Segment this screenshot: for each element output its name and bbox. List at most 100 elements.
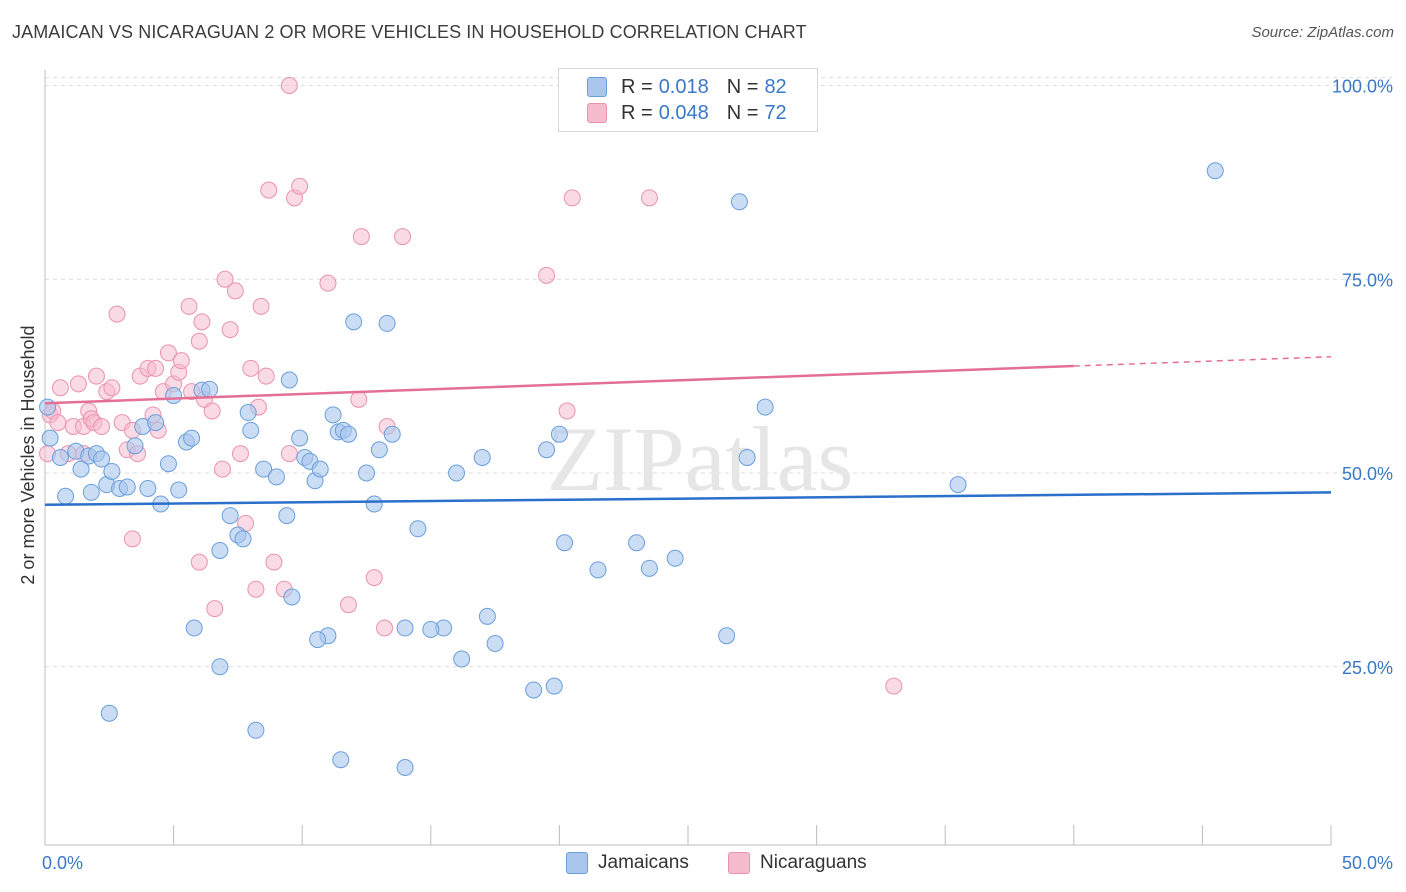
data-point-jamaicans <box>949 476 967 494</box>
data-point-jamaicans <box>159 455 177 473</box>
legend-n-label: N = <box>726 101 759 124</box>
bottom-legend-label: Nicaraguans <box>760 852 867 873</box>
data-point-jamaicans <box>57 487 75 505</box>
y-tick-label: 25.0% <box>1342 658 1393 678</box>
tick-labels: 25.0% 50.0% 75.0% 100.0% 0.0% 50.0% <box>42 77 1393 874</box>
bottom-legend-jamaicans: Jamaicans <box>566 852 689 874</box>
data-point-nicaraguans <box>352 228 370 246</box>
data-point-jamaicans <box>126 437 144 455</box>
trend-line-jamaicans <box>44 491 1332 507</box>
data-point-nicaraguans <box>319 274 337 292</box>
bottom-legend-swatch-blue <box>566 852 588 874</box>
data-point-jamaicans <box>525 681 543 699</box>
legend-n-label: N = <box>726 75 759 98</box>
data-point-jamaicans <box>383 425 401 443</box>
data-point-nicaraguans <box>563 189 581 207</box>
legend-n-value: 82 <box>764 75 787 98</box>
x-tick-label: 50.0% <box>1342 853 1393 873</box>
data-point-nicaraguans <box>206 600 224 618</box>
data-point-jamaicans <box>211 658 229 676</box>
data-point-nicaraguans <box>257 367 275 385</box>
data-point-nicaraguans <box>147 359 165 377</box>
data-point-jamaicans <box>72 460 90 478</box>
data-point-nicaraguans <box>51 379 69 397</box>
data-point-nicaraguans <box>376 619 394 637</box>
bottom-legend-label: Jamaicans <box>598 852 689 873</box>
data-point-nicaraguans <box>93 418 111 435</box>
data-point-nicaraguans <box>213 460 231 478</box>
data-point-nicaraguans <box>365 569 383 587</box>
y-tick-label: 100.0% <box>1332 77 1393 97</box>
data-point-jamaicans <box>41 429 59 447</box>
jamaicans-points <box>39 162 1224 776</box>
data-point-nicaraguans <box>69 375 87 393</box>
data-point-nicaraguans <box>193 313 211 331</box>
data-point-nicaraguans <box>190 332 208 350</box>
data-point-jamaicans <box>201 380 219 398</box>
data-point-jamaicans <box>332 751 350 769</box>
data-point-nicaraguans <box>172 352 190 370</box>
data-point-jamaicans <box>345 313 363 331</box>
data-point-jamaicans <box>280 371 298 389</box>
data-point-jamaicans <box>628 534 646 552</box>
data-point-nicaraguans <box>87 367 105 385</box>
legend-r-label: R = <box>621 101 653 124</box>
data-point-jamaicans <box>545 677 563 695</box>
legend-swatch-blue <box>587 77 607 97</box>
legend-row-jamaicans: R = 0.018 N = 82 <box>587 74 787 100</box>
data-point-nicaraguans <box>190 553 208 571</box>
data-point-jamaicans <box>556 534 574 552</box>
data-point-jamaicans <box>283 588 301 606</box>
data-point-nicaraguans <box>885 677 903 695</box>
data-point-jamaicans <box>267 468 285 486</box>
data-point-jamaicans <box>473 449 491 466</box>
data-point-jamaicans <box>358 464 375 482</box>
y-tick-label: 75.0% <box>1342 270 1393 290</box>
x-tick-label: 0.0% <box>42 853 83 873</box>
source-label: Source: ZipAtlas.com <box>1251 24 1394 41</box>
data-point-jamaicans <box>170 481 188 499</box>
bottom-legend-nicaraguans: Nicaraguans <box>728 852 867 874</box>
data-point-nicaraguans <box>180 297 198 315</box>
data-point-jamaicans <box>448 464 466 482</box>
legend-r-label: R = <box>621 75 653 98</box>
data-point-jamaicans <box>139 480 157 497</box>
data-point-nicaraguans <box>203 402 221 420</box>
data-point-jamaicans <box>247 721 265 739</box>
data-point-jamaicans <box>409 520 427 538</box>
data-point-nicaraguans <box>252 297 270 315</box>
data-point-jamaicans <box>730 193 748 211</box>
data-point-jamaicans <box>221 507 239 525</box>
data-point-jamaicans <box>82 483 100 501</box>
data-point-jamaicans <box>291 429 309 447</box>
data-point-nicaraguans <box>265 553 283 571</box>
y-axis-label: 2 or more Vehicles in Household <box>18 325 38 584</box>
data-point-nicaraguans <box>231 445 249 463</box>
trend-lines <box>44 356 1332 507</box>
watermark: ZIPatlas <box>547 408 854 510</box>
data-point-jamaicans <box>538 441 556 459</box>
data-point-jamaicans <box>378 314 396 332</box>
data-point-nicaraguans <box>350 390 368 408</box>
data-point-nicaraguans <box>247 580 265 598</box>
data-point-jamaicans <box>93 450 111 468</box>
data-point-jamaicans <box>100 704 118 722</box>
data-point-jamaicans <box>239 404 257 422</box>
data-point-nicaraguans <box>640 189 658 207</box>
legend-row-nicaraguans: R = 0.048 N = 72 <box>587 100 787 126</box>
data-point-nicaraguans <box>558 402 576 420</box>
y-tick-label: 50.0% <box>1342 464 1393 484</box>
data-point-nicaraguans <box>291 177 309 195</box>
data-point-nicaraguans <box>221 321 239 339</box>
data-point-jamaicans <box>309 631 327 649</box>
data-point-jamaicans <box>550 425 568 443</box>
data-point-jamaicans <box>278 507 296 525</box>
data-point-nicaraguans <box>538 266 556 284</box>
data-point-jamaicans <box>718 627 736 645</box>
data-point-nicaraguans <box>216 270 234 288</box>
stats-legend: R = 0.018 N = 82 R = 0.048 N = 72 <box>558 68 818 132</box>
data-point-jamaicans <box>738 449 756 466</box>
data-point-jamaicans <box>255 460 273 478</box>
data-point-jamaicans <box>486 635 504 652</box>
data-point-nicaraguans <box>226 282 244 300</box>
